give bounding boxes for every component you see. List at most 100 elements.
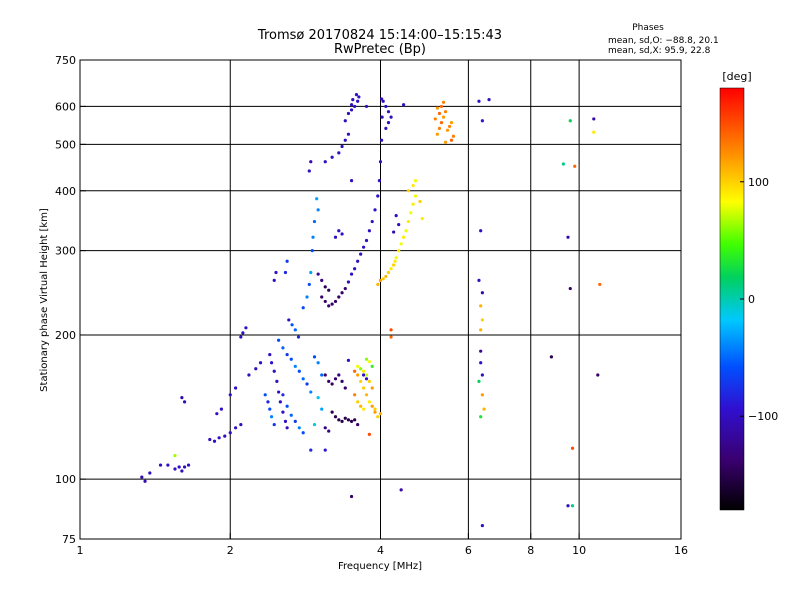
data-point [258,361,263,365]
data-point [301,431,305,435]
data-point [370,386,374,390]
data-point [367,359,371,364]
y-tick-label: 500 [55,138,76,151]
data-point [320,373,324,377]
data-point [310,249,314,253]
data-point [441,115,446,119]
data-point [327,429,331,433]
data-point [217,436,221,440]
data-point [397,222,401,227]
data-point [376,194,380,198]
data-point [343,119,347,123]
data-point [330,155,334,159]
data-point [397,249,401,253]
data-point [357,95,361,99]
data-point [290,323,294,327]
data-point [356,259,360,263]
data-point [373,208,377,212]
data-point [349,103,354,107]
data-point [479,304,483,308]
data-point [439,121,444,125]
data-point [364,373,369,377]
data-point [413,179,418,183]
data-point [287,318,291,322]
data-point [379,138,384,142]
data-point [596,373,600,377]
data-point [445,128,450,132]
data-point [337,418,341,422]
data-point [394,213,398,218]
y-tick-label: 100 [55,473,76,486]
data-point [309,448,313,452]
data-point [364,238,369,243]
data-point [402,235,406,239]
data-point [343,416,347,420]
data-point [323,426,327,430]
y-tick-label: 200 [55,329,76,342]
data-point [186,463,191,467]
data-point [480,393,484,397]
data-point [293,364,297,368]
data-point [283,270,288,275]
x-tick-label: 4 [377,544,384,557]
data-point [275,379,279,383]
data-point [158,463,163,467]
data-point [399,488,403,492]
data-point [433,117,437,121]
data-point [389,115,393,119]
data-point [443,110,448,114]
data-point [323,299,327,304]
data-point [367,229,371,233]
data-point [272,422,276,427]
data-point [404,229,408,233]
data-point [173,453,177,458]
data-point [269,361,274,365]
data-point [549,355,554,359]
data-point [305,295,309,299]
colorbar-label: [deg] [722,70,751,83]
data-point [351,97,355,102]
x-axis-label: Frequency [MHz] [338,561,422,572]
data-point [479,328,483,332]
data-point [281,346,285,350]
data-point [277,390,281,394]
data-point [333,377,338,381]
data-point [223,434,227,438]
data-point [340,232,344,236]
data-point [384,126,388,130]
data-point [477,99,481,103]
data-point [346,111,351,116]
data-point [272,278,276,282]
data-point [244,326,248,330]
data-point [570,446,575,450]
data-point [370,364,374,368]
data-point [312,422,317,427]
y-tick-label: 750 [55,54,76,67]
data-point [377,179,382,183]
data-point [349,179,354,183]
data-point [384,274,388,279]
data-point [268,352,272,357]
data-point [320,407,324,411]
data-point [378,278,383,282]
data-point [268,407,272,411]
data-point [343,286,347,291]
x-tick-label: 1 [77,544,84,557]
data-point [356,364,360,368]
data-point [354,93,359,97]
data-point [370,219,374,224]
data-point [592,117,596,121]
data-point [441,100,446,104]
data-point [333,415,338,419]
data-point [443,140,448,144]
data-point [356,373,360,377]
data-point [376,415,380,419]
data-point [349,494,354,499]
data-point [346,132,351,136]
data-point [353,393,357,397]
data-point [479,229,483,233]
data-point [346,358,351,362]
data-point [182,465,187,469]
data-point [480,119,484,123]
data-point [327,379,331,383]
